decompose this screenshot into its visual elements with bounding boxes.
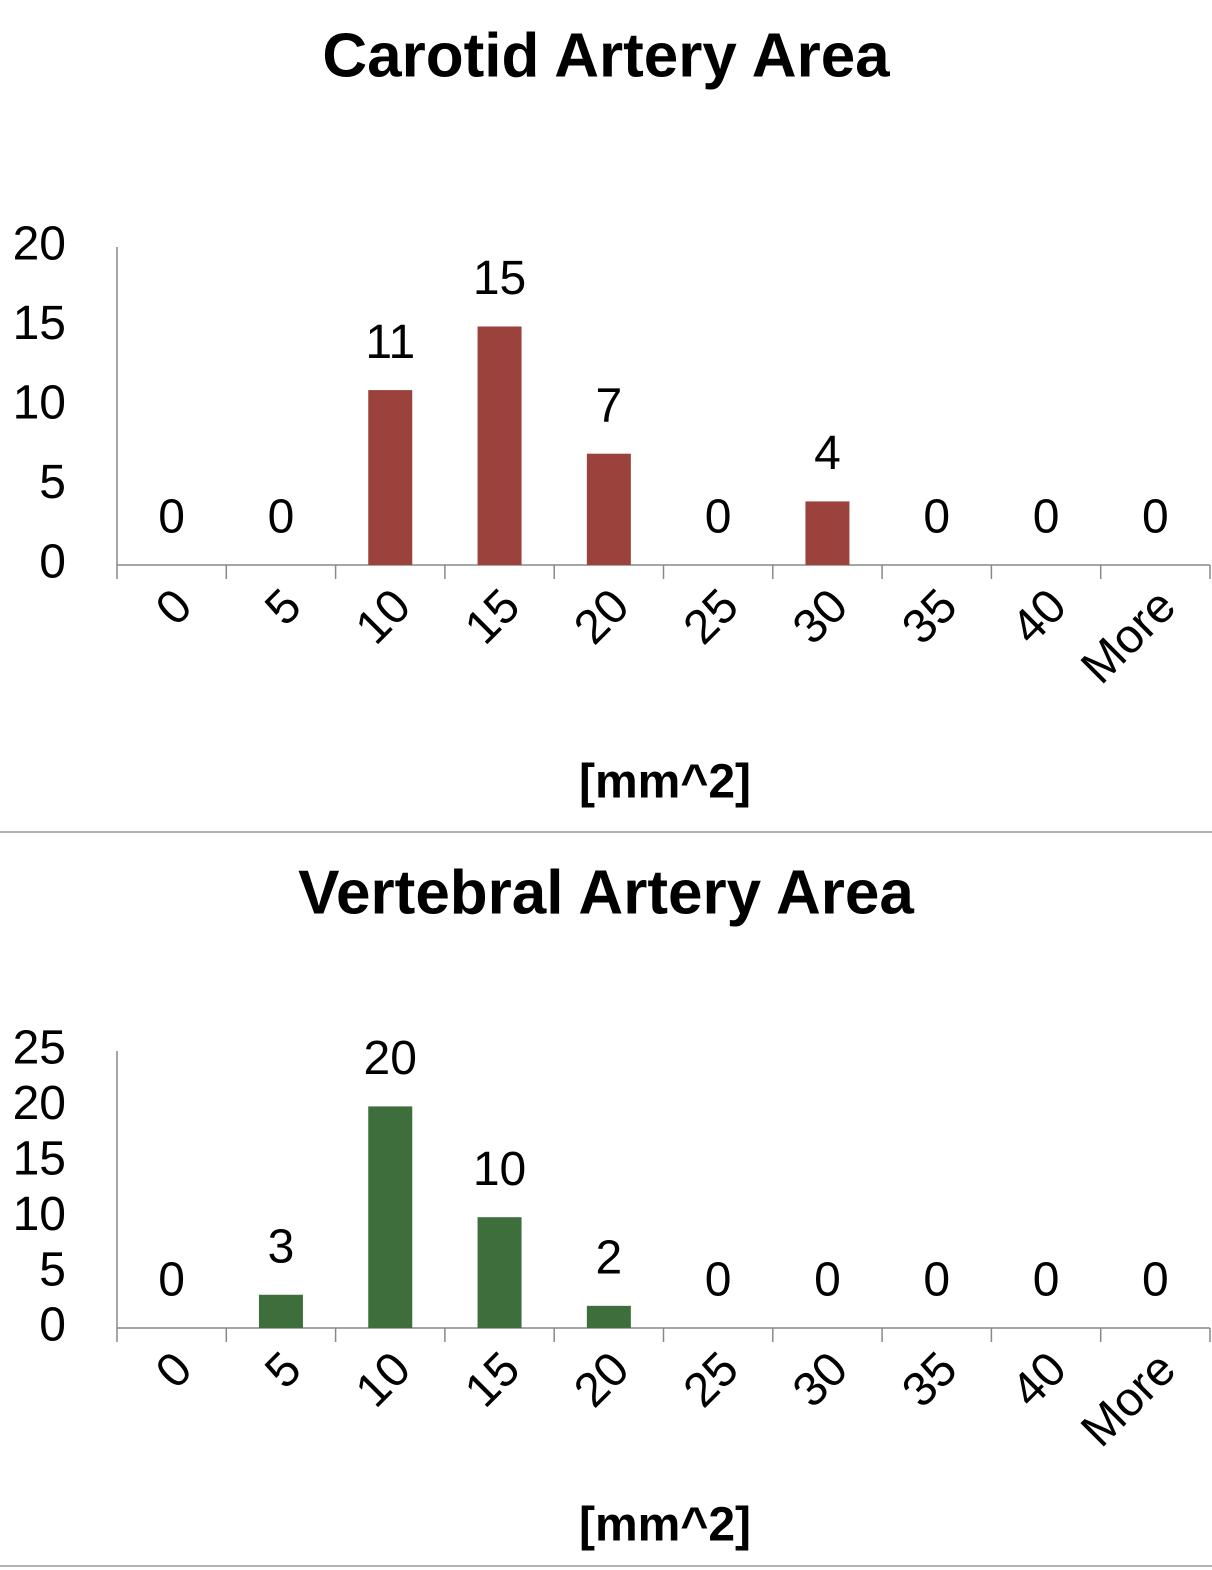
y-tick-label: 15	[13, 297, 66, 350]
x-tick-label: 5	[255, 1342, 311, 1398]
data-label: 0	[705, 1254, 732, 1307]
y-tick-label: 10	[13, 1188, 66, 1241]
y-tick-label: 5	[39, 1243, 66, 1296]
x-tick-label: 20	[564, 1342, 639, 1417]
data-label: 4	[814, 427, 841, 480]
data-label: 0	[1142, 491, 1169, 544]
x-axis-label: [mm^2]	[579, 756, 751, 809]
bar	[586, 1305, 631, 1328]
y-tick-label: 20	[13, 1077, 66, 1130]
x-tick-label: 10	[346, 1342, 421, 1417]
data-label: 10	[473, 1143, 526, 1196]
x-tick-label: 40	[1002, 579, 1077, 654]
x-tick-label: 30	[783, 579, 858, 654]
x-tick-label: More	[1071, 1342, 1186, 1457]
y-tick-label: 25	[13, 1022, 66, 1075]
data-label: 0	[1142, 1254, 1169, 1307]
y-tick-label: 0	[39, 1299, 66, 1352]
y-tick-label: 5	[39, 456, 66, 509]
data-label: 0	[705, 491, 732, 544]
data-label: 3	[268, 1220, 295, 1273]
bar	[805, 501, 850, 565]
y-tick-label: 10	[13, 377, 66, 430]
x-tick-label: 20	[564, 579, 639, 654]
x-tick-label: 5	[255, 579, 311, 635]
x-tick-label: More	[1071, 579, 1186, 694]
x-tick-label: 0	[146, 1342, 202, 1398]
data-label: 0	[1033, 1254, 1060, 1307]
x-tick-label: 40	[1002, 1342, 1077, 1417]
x-tick-label: 0	[146, 579, 202, 635]
x-tick-label: 30	[783, 1342, 858, 1417]
data-label: 11	[365, 316, 415, 369]
x-tick-label: 35	[892, 579, 967, 654]
data-label: 2	[595, 1232, 622, 1285]
data-label: 0	[814, 1254, 841, 1307]
bar	[477, 326, 522, 565]
data-label: 15	[473, 252, 526, 305]
y-tick-label: 15	[13, 1132, 66, 1185]
x-tick-label: 25	[674, 1342, 749, 1417]
bar	[368, 1106, 413, 1328]
bar	[477, 1217, 522, 1328]
data-label: 20	[364, 1032, 417, 1085]
x-tick-label: 15	[455, 1342, 530, 1417]
data-label: 0	[158, 491, 185, 544]
data-label: 7	[595, 379, 622, 432]
data-label: 0	[923, 1254, 950, 1307]
data-label: 0	[158, 1254, 185, 1307]
x-tick-label: 15	[455, 579, 530, 654]
bar	[368, 390, 413, 565]
data-label: 0	[923, 491, 950, 544]
bar	[586, 453, 631, 565]
y-tick-label: 0	[39, 536, 66, 589]
bar	[258, 1294, 303, 1328]
data-label: 0	[1033, 491, 1060, 544]
chart-title: Carotid Artery Area	[322, 21, 890, 90]
chart-title: Vertebral Artery Area	[298, 858, 914, 927]
x-tick-label: 10	[346, 579, 421, 654]
x-tick-label: 35	[892, 1342, 967, 1417]
data-label: 0	[268, 491, 295, 544]
x-axis-label: [mm^2]	[579, 1499, 751, 1552]
y-tick-label: 20	[13, 218, 66, 271]
x-tick-label: 25	[674, 579, 749, 654]
